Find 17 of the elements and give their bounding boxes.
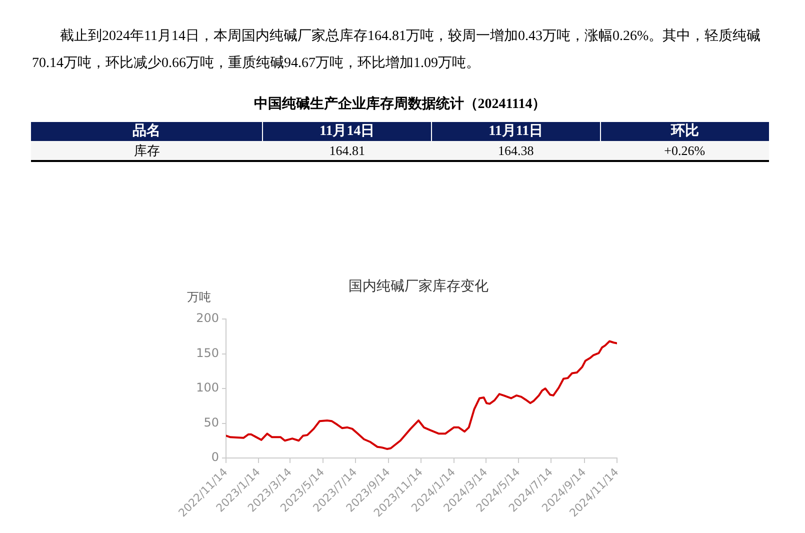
y-axis-title: 万吨	[187, 290, 211, 304]
category-label: 品名	[31, 122, 263, 141]
text: 库存	[31, 141, 263, 161]
y-tick-label: 200	[196, 311, 219, 326]
text: 截止到2024年11月14日，本周国内纯碱厂家总库存164.81万吨，较周一增加0.43万吨，涨幅0.26%。其中，轻质纯碱70.14万吨，环比减少0.66万吨，重质纯碱94.67万吨，环比增加1.09万吨。	[32, 27, 762, 73]
text: +0.26%	[600, 141, 769, 161]
text: 164.38	[431, 141, 600, 161]
category-label: 11月14日	[262, 122, 432, 141]
y-tick-label: 150	[196, 346, 219, 360]
chart-title: 国内纯碱厂家库存变化	[348, 278, 488, 295]
y-tick-label: 50	[204, 415, 219, 430]
category-label: 环比	[600, 122, 769, 141]
text: 164.81	[262, 141, 432, 161]
y-tick-label: 100	[196, 380, 219, 395]
text: 中国纯碱生产企业库存周数据统计（20241114）	[252, 94, 548, 114]
category-label: 11月11日	[431, 122, 600, 141]
y-tick-label: 0	[211, 450, 219, 464]
